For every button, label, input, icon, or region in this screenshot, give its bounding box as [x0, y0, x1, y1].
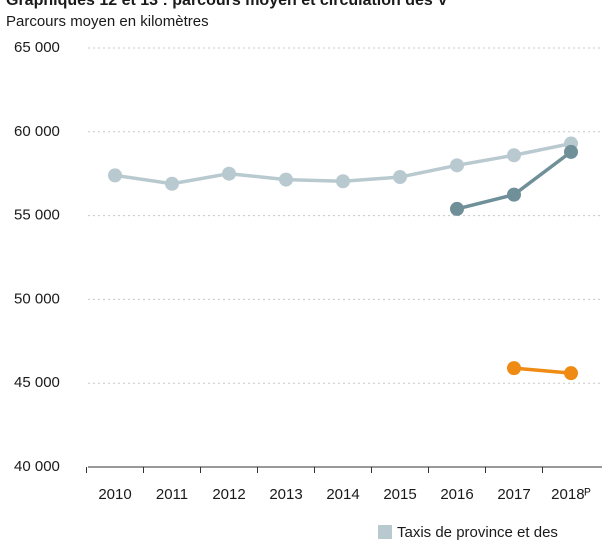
legend-swatch — [378, 525, 392, 539]
series-line — [513, 366, 572, 375]
x-tick-label: 2016 — [440, 486, 473, 503]
data-point — [564, 144, 578, 159]
data-point — [507, 361, 521, 376]
data-point — [165, 176, 179, 191]
data-point — [507, 148, 521, 163]
x-tick-label: 2015 — [383, 486, 416, 503]
data-point — [450, 201, 464, 216]
x-tick-label: 2010 — [98, 486, 131, 503]
y-tick-label: 60 000 — [14, 123, 60, 140]
x-tick-label: 2014 — [326, 486, 359, 503]
y-tick-label: 45 000 — [14, 374, 60, 391]
y-tick-label: 40 000 — [14, 458, 60, 475]
data-point — [450, 158, 464, 173]
x-tick-label: 2012 — [212, 486, 245, 503]
data-point — [507, 187, 521, 202]
x-tick-label: 2017 — [497, 486, 530, 503]
chart-title: Graphiques 12 et 13 : parcours moyen et … — [6, 0, 448, 9]
data-point — [108, 168, 122, 183]
x-tick-label: 2018ᴾ — [551, 486, 591, 503]
y-tick-label: 50 000 — [14, 290, 60, 307]
y-tick-label: 55 000 — [14, 207, 60, 224]
data-point — [279, 172, 293, 187]
x-tick-label: 2011 — [156, 486, 188, 503]
data-point — [393, 170, 407, 185]
data-point — [564, 366, 578, 381]
data-point — [222, 166, 236, 181]
data-point — [336, 174, 350, 189]
chart-subtitle: Parcours moyen en kilomètres — [6, 13, 209, 30]
legend-label: Taxis de province et des — [397, 524, 558, 541]
x-tick-label: 2013 — [269, 486, 302, 503]
y-tick-label: 65 000 — [14, 39, 60, 56]
